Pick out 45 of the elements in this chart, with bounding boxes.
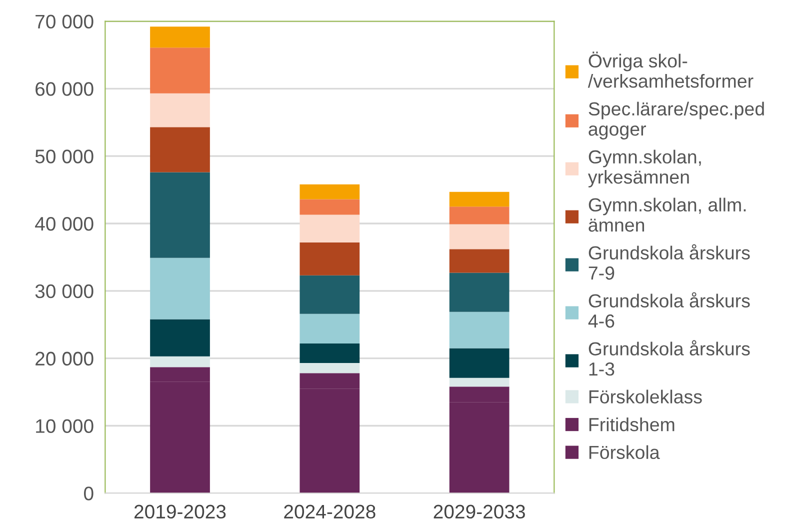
bar: [449, 348, 510, 378]
legend-label: Förskola: [589, 445, 660, 460]
legend-label: Gymn.skolan, allm. ämnen: [588, 198, 746, 232]
bar: [449, 224, 510, 250]
bar: [449, 378, 510, 387]
y-tick-label: 70 000: [36, 14, 94, 29]
bar: [300, 363, 360, 374]
y-tick-label: 10 000: [36, 419, 94, 433]
x-tick-label: 2024-2028: [284, 504, 376, 519]
bar: [150, 26, 210, 48]
bar: [150, 172, 210, 258]
bar: [449, 249, 510, 273]
x-tick-label: 2029-2033: [434, 504, 525, 519]
bar: [300, 275, 360, 314]
legend-label: Övriga skol-/verksamhetsformer: [588, 52, 754, 88]
y-tick-label: 0: [84, 486, 94, 500]
bar: [449, 272, 510, 312]
bar: [150, 48, 210, 94]
bar: [150, 127, 210, 172]
bar: [150, 356, 210, 368]
bar: [300, 242, 360, 276]
y-tick-label: 50 000: [35, 150, 94, 164]
bar: [150, 319, 210, 356]
legend-label: Grundskola årskurs 4-6: [588, 292, 750, 328]
legend-label: Förskoleklass: [589, 390, 702, 404]
y-tick-label: 60 000: [36, 82, 94, 96]
legend-label: Fritidshem: [589, 417, 674, 432]
legend-label: Gymn.skolan, yrkesämnen: [588, 150, 701, 188]
bar: [150, 93, 210, 128]
legend-label: Grundskola årskurs 1-3: [588, 340, 750, 376]
legend-label: Spec.lärare/spec.pedagoger: [588, 102, 764, 140]
bar: [300, 199, 360, 215]
bar: [300, 184, 360, 200]
legend-label: Grundskola årskurs 7-9: [588, 244, 750, 280]
bar: [449, 192, 510, 207]
bar: [150, 258, 210, 320]
bar: [449, 206, 510, 224]
y-tick-label: 30 000: [35, 284, 94, 298]
bar: [449, 312, 510, 348]
bar: [300, 314, 360, 344]
bar: [300, 344, 360, 364]
y-tick-label: 20 000: [36, 352, 94, 366]
y-tick-label: 40 000: [35, 216, 94, 231]
bar: [300, 214, 360, 242]
x-tick-label: 2019-2023: [134, 504, 226, 519]
